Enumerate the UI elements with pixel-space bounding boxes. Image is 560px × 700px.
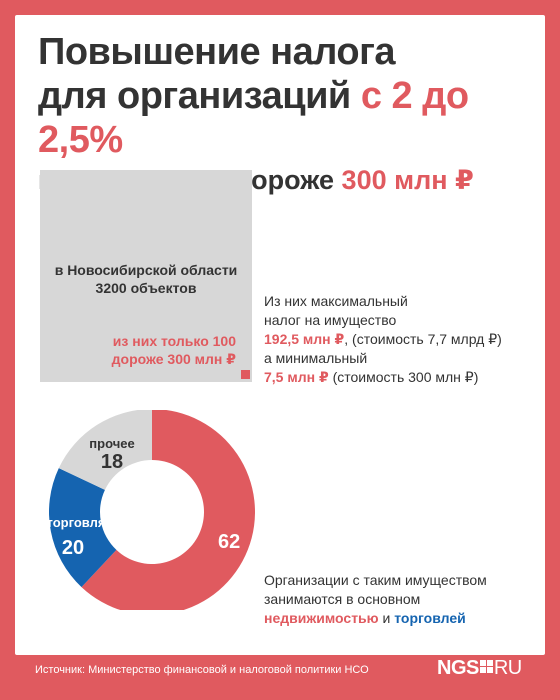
title-threshold-accent: 300 млн ₽: [341, 165, 474, 195]
other-slice-label: прочее: [89, 436, 135, 451]
expensive-objects-line-2: дороже 300 млн ₽: [111, 351, 236, 367]
max-cost: , (стоимость 7,7 млрд ₽): [344, 331, 502, 347]
title-rate-accent: с 2 до 2,5%: [38, 75, 469, 161]
title-line-1: Повышение налога: [38, 31, 396, 73]
logo-ngs-text: NGS: [437, 657, 479, 679]
all-objects-region: в Новосибирской области: [54, 262, 238, 278]
summary-trade: торговлей: [394, 610, 466, 626]
tax-info-line-2: налог на имущество: [264, 312, 397, 328]
title-line-2-text: для организаций: [38, 75, 361, 117]
real-estate-slice-label: операции с недвижимостью: [255, 495, 365, 540]
industry-donut-chart: [49, 410, 255, 610]
summary-and: и: [378, 610, 395, 626]
logo-ru-text: RU: [493, 657, 522, 679]
summary-line-2: занимаются в основном: [264, 591, 421, 607]
summary-line-3: недвижимостью и торговлей: [264, 609, 539, 628]
all-objects-count: 3200 объектов: [95, 280, 197, 296]
real-estate-label-line-2: с недвижимостью: [256, 510, 364, 540]
tax-info-line-4: а минимальный: [264, 350, 368, 366]
title-line-2: для организаций с 2 до 2,5%: [38, 74, 538, 162]
real-estate-slice: [81, 410, 255, 610]
trade-slice-value: 20: [61, 537, 85, 559]
real-estate-label-line-1: операции: [278, 495, 342, 510]
all-objects-square: [40, 170, 252, 382]
trade-slice-label: торговля: [46, 515, 106, 530]
max-tax-value: 192,5 млн ₽: [264, 331, 345, 347]
expensive-objects-line-1: из них только 100: [112, 333, 236, 349]
expensive-objects-note: из них только 100 дороже 300 млн ₽: [40, 332, 236, 368]
other-slice: [58, 410, 152, 490]
summary-real-estate: недвижимостью: [264, 610, 379, 626]
min-tax-value: 7,5 млн ₽: [264, 369, 329, 385]
logo-square-icon: [479, 660, 493, 673]
other-slice-value: 18: [100, 451, 124, 473]
ngs-logo: NGS RU: [437, 657, 522, 683]
min-cost: (стоимость 300 млн ₽): [328, 369, 479, 385]
tax-info-max: 192,5 млн ₽, (стоимость 7,7 млрд ₽): [264, 330, 534, 349]
industry-summary: Организации с таким имуществом занимаютс…: [264, 571, 539, 628]
tax-info-min: 7,5 млн ₽ (стоимость 300 млн ₽): [264, 368, 534, 387]
all-objects-label: в Новосибирской области 3200 объектов: [40, 261, 252, 297]
source-note: Источник: Министерство финансовой и нало…: [35, 664, 369, 676]
tax-info: Из них максимальный налог на имущество 1…: [264, 292, 534, 387]
trade-slice: [49, 468, 117, 588]
summary-line-1: Организации с таким имуществом: [264, 572, 487, 588]
expensive-objects-square: [241, 370, 250, 379]
tax-info-line-1: Из них максимальный: [264, 293, 408, 309]
real-estate-slice-value: 62: [218, 531, 241, 553]
